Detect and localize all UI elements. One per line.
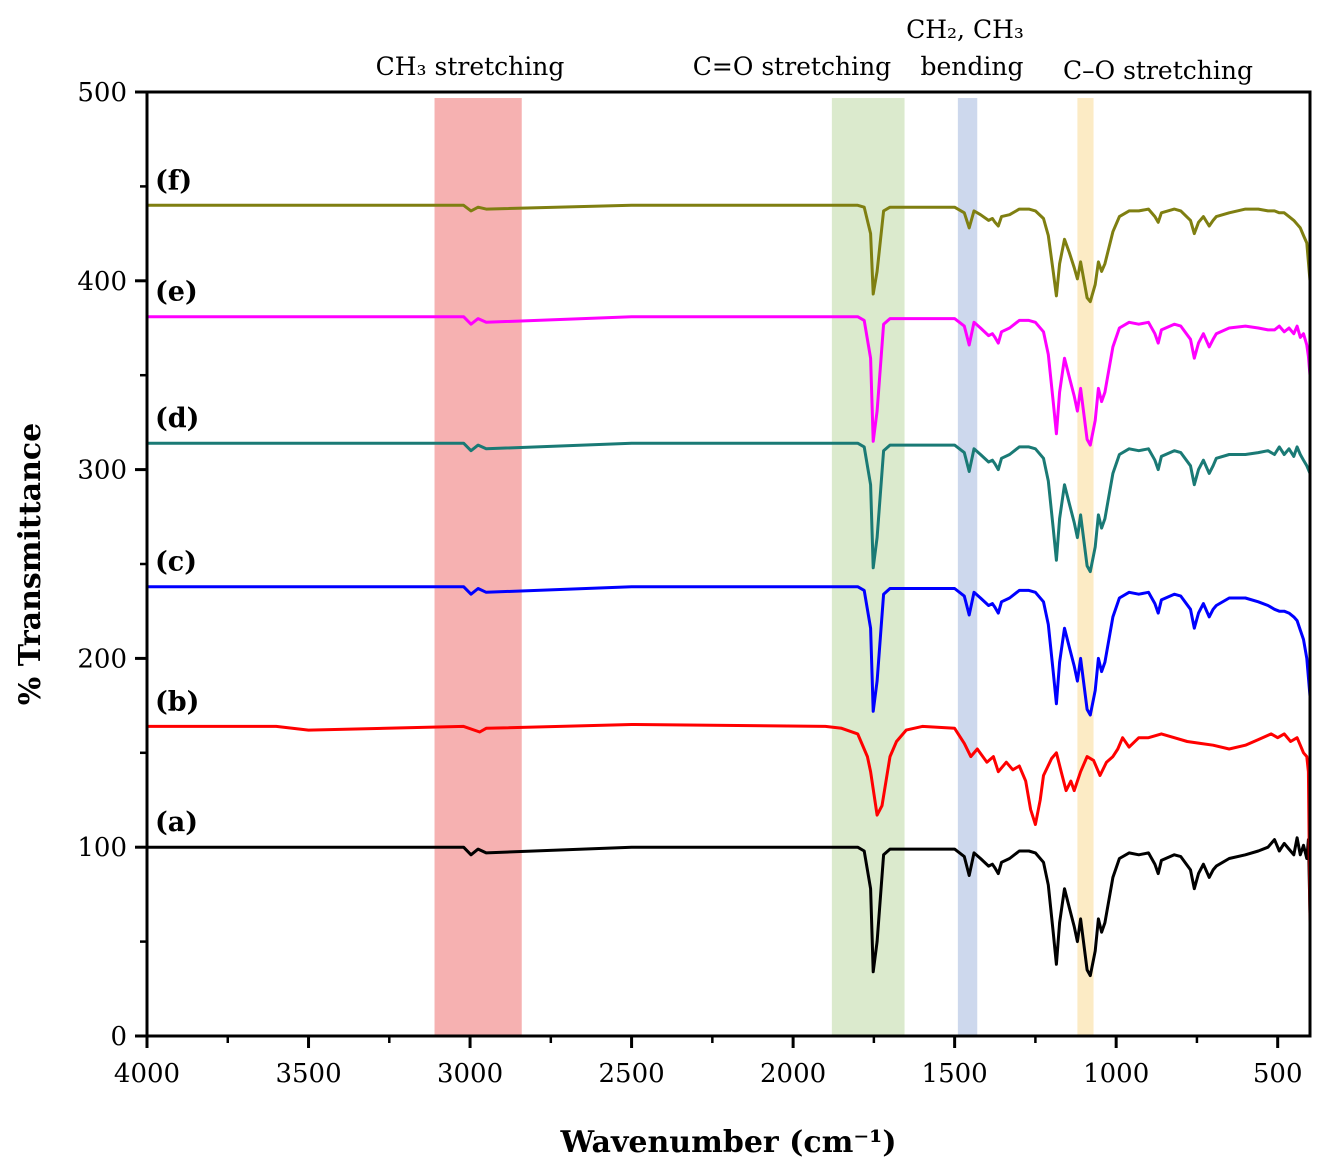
band-label: CH₂, CH₃ [906, 15, 1024, 44]
x-tick-label: 3500 [275, 1059, 341, 1089]
y-tick-label: 400 [77, 267, 127, 297]
highlight-band [1077, 98, 1094, 1036]
series-label-a: (a) [155, 807, 198, 838]
band-label: CH₃ stretching [376, 52, 565, 81]
series-label-e: (e) [155, 277, 198, 308]
y-axis-title: % Transmittance [13, 423, 48, 706]
x-tick-label: 4000 [114, 1059, 180, 1089]
x-tick-label: 3000 [437, 1059, 503, 1089]
band-label: bending [920, 52, 1023, 81]
x-tick-label: 2000 [760, 1059, 826, 1089]
series-line-f [145, 203, 1312, 304]
series-line-e [145, 315, 1312, 447]
series-line-a [145, 836, 1312, 978]
x-tick-label: 500 [1253, 1059, 1303, 1089]
series-line-c [145, 585, 1312, 717]
highlight-band [831, 98, 905, 1036]
series-label-d: (d) [155, 403, 199, 434]
series-label-c: (c) [155, 547, 197, 578]
highlight-band [957, 98, 978, 1036]
band-label: C–O stretching [1063, 56, 1253, 85]
y-tick-label: 300 [77, 456, 127, 486]
x-axis-title: Wavenumber (cm⁻¹) [559, 1125, 896, 1160]
series-label-f: (f) [155, 165, 192, 196]
x-tick-label: 1000 [1083, 1059, 1149, 1089]
x-tick-label: 1500 [922, 1059, 988, 1089]
y-tick-label: 0 [110, 1022, 127, 1052]
series-label-b: (b) [155, 686, 199, 717]
y-tick-label: 500 [77, 78, 127, 108]
series-line-d [145, 441, 1312, 574]
series-line-b [145, 723, 1312, 925]
y-tick-label: 200 [77, 644, 127, 674]
band-label: C=O stretching [693, 52, 891, 81]
x-tick-label: 2500 [598, 1059, 664, 1089]
y-tick-label: 100 [77, 833, 127, 863]
highlight-band [434, 98, 522, 1036]
